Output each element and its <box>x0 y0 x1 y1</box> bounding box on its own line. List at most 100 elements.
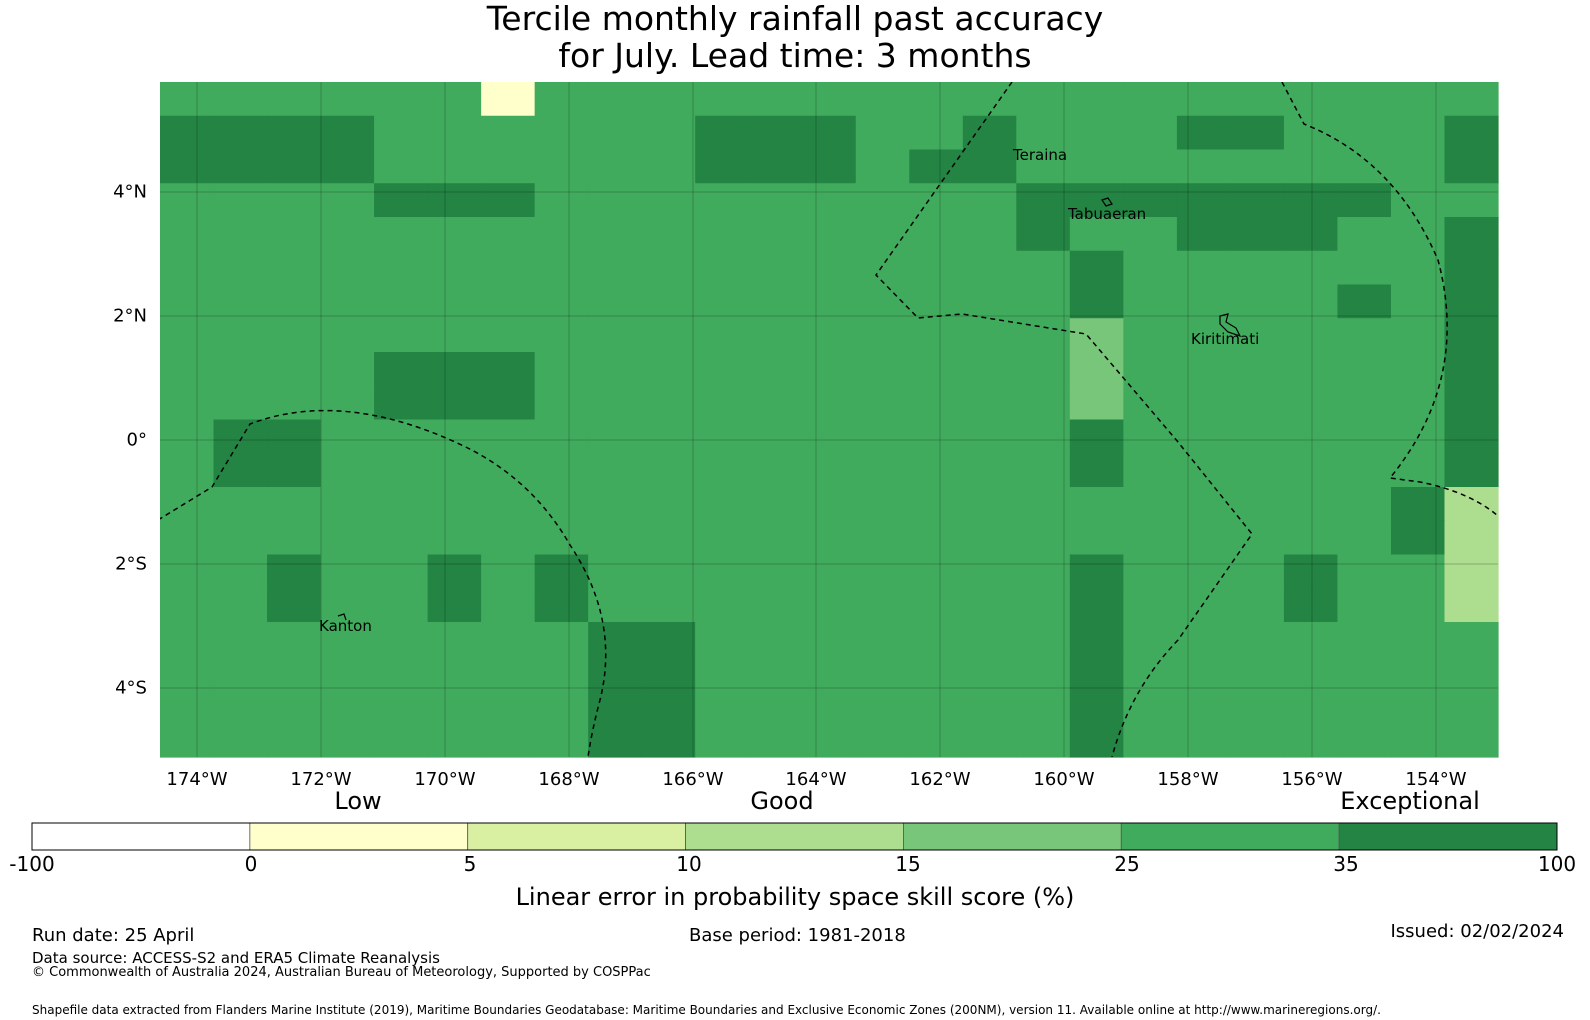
grid-cell <box>1230 115 1285 151</box>
grid-cell <box>481 723 536 758</box>
grid-cell <box>1016 622 1071 657</box>
grid-cell <box>802 82 857 117</box>
grid-cell <box>427 487 482 522</box>
grid-cell <box>641 183 696 218</box>
grid-cell <box>267 115 322 151</box>
grid-cell <box>748 453 803 488</box>
grid-cell <box>427 217 482 252</box>
grid-cell <box>213 588 268 623</box>
grid-cell <box>695 318 750 353</box>
legend-swatch <box>249 822 469 851</box>
grid-cell <box>641 250 696 286</box>
grid-cell <box>213 723 268 758</box>
grid-cell <box>1444 318 1499 353</box>
legend-tick: 5 <box>463 852 477 876</box>
grid-cell <box>267 149 322 184</box>
grid-cell <box>427 149 482 184</box>
grid-cell <box>962 689 1017 724</box>
grid-cell <box>748 82 803 117</box>
eez-boundary-phoenix <box>160 409 607 757</box>
grid-cell <box>1176 149 1231 184</box>
x-tick: 164°W <box>785 769 847 790</box>
grid-cell <box>748 487 803 522</box>
grid-cell <box>962 419 1017 454</box>
grid-cell <box>320 115 375 151</box>
grid-cell <box>802 588 857 623</box>
grid-cell <box>320 453 375 488</box>
grid-cell <box>213 385 268 421</box>
grid-cell <box>1069 723 1124 758</box>
grid-cell <box>855 487 910 522</box>
grid-cell <box>1016 655 1071 691</box>
grid-cell <box>1016 689 1071 724</box>
grid-cell <box>1444 149 1499 184</box>
grid-cell <box>695 487 750 522</box>
grid-cell <box>1337 115 1392 151</box>
grid-cell <box>427 284 482 319</box>
grid-cell <box>855 284 910 319</box>
grid-cell <box>1069 183 1124 218</box>
grid-cell <box>1444 115 1499 151</box>
issued-date: Issued: 02/02/2024 <box>1390 921 1564 942</box>
grid-cell <box>1390 689 1446 724</box>
grid-cell <box>320 183 375 218</box>
grid-cell <box>962 554 1017 589</box>
grid-cell <box>588 689 643 724</box>
grid-cell <box>534 115 589 151</box>
grid-cell <box>1123 385 1178 421</box>
grid-cell <box>748 588 803 623</box>
grid-cell <box>1444 487 1499 522</box>
shapefile-credit: Shapefile data extracted from Flanders M… <box>32 1003 1381 1017</box>
grid-cell <box>160 453 215 488</box>
legend-colorbar <box>31 822 1558 851</box>
grid-cell <box>374 622 429 657</box>
y-tick: 0° <box>126 429 147 451</box>
legend-tick: -100 <box>9 852 55 876</box>
grid-cell <box>1069 318 1124 353</box>
grid-cell <box>1230 588 1285 623</box>
grid-cell <box>160 723 215 758</box>
grid-cell <box>320 217 375 252</box>
place-label-tabuaeran: Tabuaeran <box>1068 205 1147 223</box>
grid-cell <box>1230 352 1285 387</box>
grid-cell <box>695 284 750 319</box>
grid-cell <box>1176 82 1231 117</box>
grid-cell <box>748 520 803 556</box>
grid-cell <box>1016 487 1071 522</box>
grid-cell <box>855 115 910 151</box>
x-tick: 166°W <box>662 769 724 790</box>
grid-cell <box>855 217 910 252</box>
grid-cell <box>1337 352 1392 387</box>
grid-cell <box>802 554 857 589</box>
grid-cell <box>695 183 750 218</box>
grid-cell <box>588 554 643 589</box>
grid-cell <box>160 82 215 117</box>
grid-cell <box>1069 588 1124 623</box>
grid-cell <box>427 723 482 758</box>
grid-cell <box>1337 520 1392 556</box>
grid-cell <box>1337 655 1392 691</box>
grid-cell <box>641 453 696 488</box>
grid-cell <box>588 352 643 387</box>
grid-cell <box>427 115 482 151</box>
grid-cell <box>374 520 429 556</box>
grid-cell <box>1390 318 1446 353</box>
grid-cell <box>855 453 910 488</box>
grid-cell <box>1390 723 1446 758</box>
grid-cell <box>1176 284 1231 319</box>
grid-cell <box>374 689 429 724</box>
grid-cell <box>1069 217 1124 252</box>
grid-cell <box>320 655 375 691</box>
grid-cell <box>1337 385 1392 421</box>
grid-cell <box>1176 250 1231 286</box>
grid-cell <box>1283 115 1339 151</box>
map-title-line-2: for July. Lead time: 3 months <box>558 36 1032 75</box>
grid-cell <box>855 622 910 657</box>
grid-cell <box>695 554 750 589</box>
grid-cell <box>802 352 857 387</box>
grid-cell <box>641 655 696 691</box>
grid-cell <box>909 622 964 657</box>
skill-grid <box>160 82 1499 758</box>
grid-cell <box>909 82 964 117</box>
grid-cell <box>962 520 1017 556</box>
